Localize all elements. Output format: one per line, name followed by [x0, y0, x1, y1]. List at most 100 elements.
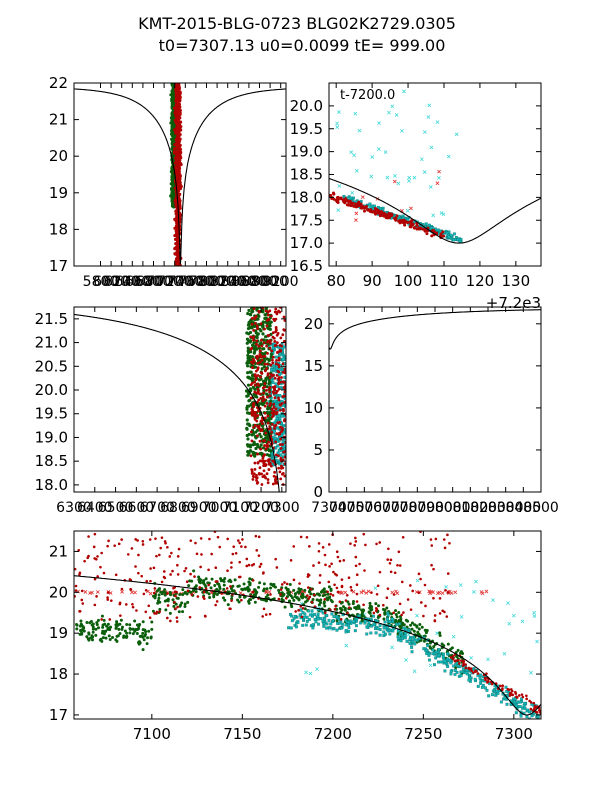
data-point — [305, 619, 309, 623]
data-point — [93, 557, 96, 560]
data-point — [427, 653, 431, 657]
data-point — [304, 600, 308, 604]
x-tick-label: 7300 — [495, 725, 533, 743]
middle-right-panel: 0 5 10 15 20 73007400750076007700780079008000… — [304, 306, 559, 516]
data-point — [260, 428, 264, 432]
data-point — [343, 201, 347, 205]
data-point — [361, 614, 365, 618]
data-point — [449, 669, 453, 673]
data-point — [247, 580, 251, 584]
data-point — [532, 610, 537, 615]
data-point — [523, 707, 527, 710]
data-point — [122, 634, 126, 638]
data-point — [274, 391, 278, 395]
data-point — [283, 328, 286, 332]
data-point — [431, 648, 435, 652]
data-point — [126, 553, 130, 556]
data-point — [157, 596, 161, 600]
data-point — [245, 337, 250, 341]
data-point — [194, 590, 198, 594]
data-point — [347, 626, 351, 630]
data-point — [446, 642, 450, 646]
data-point — [378, 570, 382, 574]
data-point — [271, 415, 274, 419]
data-point — [120, 587, 124, 591]
data-point — [252, 303, 255, 306]
data-point — [80, 598, 84, 602]
data-point — [248, 312, 252, 317]
data-point — [272, 582, 276, 586]
data-point — [118, 622, 122, 626]
data-point — [247, 357, 251, 361]
data-point — [294, 592, 298, 596]
data-point — [281, 428, 285, 432]
data-point — [501, 684, 504, 688]
data-point — [310, 587, 313, 591]
data-point — [281, 440, 285, 444]
data-point — [330, 612, 334, 616]
data-point — [256, 327, 259, 331]
data-point — [282, 450, 286, 454]
data-point — [249, 347, 253, 351]
data-point — [301, 611, 305, 614]
data-point — [245, 443, 250, 447]
data-point — [425, 652, 429, 656]
data-point — [438, 612, 442, 615]
data-point — [341, 622, 345, 626]
data-point — [90, 638, 94, 642]
data-point — [207, 592, 211, 596]
data-point — [435, 120, 440, 124]
data-point — [353, 629, 357, 633]
data-point — [490, 682, 494, 686]
data-point — [491, 598, 495, 602]
data-point — [248, 387, 252, 391]
data-point — [327, 585, 331, 589]
data-point — [331, 619, 335, 623]
data-point — [328, 565, 331, 568]
data-point — [137, 640, 141, 644]
data-point — [257, 409, 260, 413]
data-point — [265, 344, 269, 348]
data-point — [264, 595, 268, 599]
data-point — [170, 193, 174, 197]
data-point — [459, 670, 463, 674]
y-tick-label: 21.5 — [35, 310, 68, 328]
data-point — [253, 423, 257, 427]
data-point — [260, 367, 264, 371]
data-point — [271, 331, 275, 335]
data-point — [251, 377, 255, 381]
data-point — [247, 308, 251, 313]
data-point — [274, 407, 278, 411]
data-point — [354, 536, 357, 540]
data-point — [373, 586, 378, 591]
data-point — [280, 591, 284, 595]
x-tick-label: 8300 — [488, 500, 524, 516]
data-point — [186, 589, 190, 593]
data-point — [287, 626, 291, 630]
data-point — [90, 623, 94, 627]
data-point — [267, 318, 270, 322]
data-point — [375, 542, 378, 546]
data-point — [473, 677, 477, 681]
data-point — [176, 596, 180, 600]
data-point — [382, 626, 386, 630]
y-tick-label: 10 — [304, 399, 323, 417]
data-point — [441, 212, 446, 217]
data-point — [380, 210, 384, 214]
data-point — [272, 402, 276, 406]
data-point — [240, 545, 243, 548]
data-point — [177, 84, 181, 88]
data-point — [347, 203, 351, 207]
data-point — [83, 590, 88, 594]
y-tick-label: 21 — [49, 542, 68, 560]
data-point — [172, 106, 177, 110]
data-point — [438, 631, 442, 635]
data-point — [262, 391, 265, 395]
data-point — [414, 638, 418, 642]
data-point — [190, 593, 194, 597]
data-point — [177, 261, 181, 266]
data-point — [323, 604, 327, 608]
data-point — [146, 636, 150, 640]
data-point — [406, 619, 410, 623]
data-point — [264, 613, 268, 616]
